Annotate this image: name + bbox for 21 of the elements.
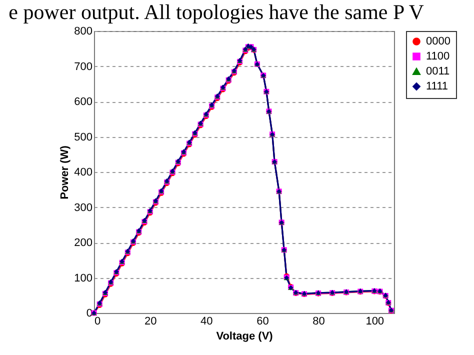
legend-label: 0000 bbox=[426, 36, 450, 48]
y-tick-label: 800 bbox=[74, 26, 92, 38]
y-tick-label: 200 bbox=[74, 237, 92, 249]
y-tick-label: 500 bbox=[74, 131, 92, 144]
x-tick-label: 60 bbox=[256, 316, 269, 328]
y-tick-label: 400 bbox=[74, 166, 92, 178]
x-tick-label: 0 bbox=[94, 316, 101, 328]
legend-label: 1111 bbox=[426, 80, 448, 92]
x-tick-label: 100 bbox=[366, 316, 384, 328]
x-axis-title: Voltage (V) bbox=[216, 330, 274, 342]
y-tick-label: 600 bbox=[74, 96, 92, 108]
y-axis-title: Power (W) bbox=[59, 145, 72, 200]
y-tick-label: 700 bbox=[74, 60, 92, 73]
text: e power output. All topologies have the same P V bbox=[8, 0, 424, 24]
legend-label: 1100 bbox=[426, 50, 450, 62]
x-tick-label: 40 bbox=[200, 316, 213, 328]
x-tick-label: 80 bbox=[312, 316, 325, 328]
y-tick-label: 300 bbox=[74, 202, 92, 214]
y-tick-label: 100 bbox=[74, 272, 92, 284]
legend-label: 0011 bbox=[426, 66, 450, 78]
x-tick-label: 20 bbox=[144, 316, 157, 328]
